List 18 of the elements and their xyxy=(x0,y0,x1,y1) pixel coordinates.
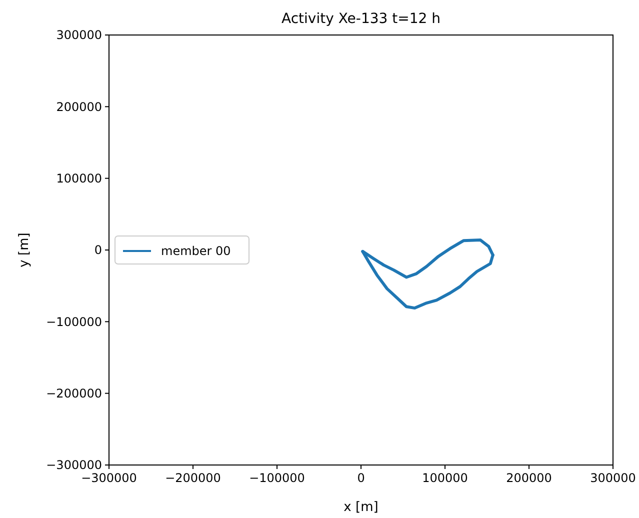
x-axis-title: x [m] xyxy=(344,500,378,515)
y-tick-label: 0 xyxy=(94,243,102,258)
x-tick-label: −200000 xyxy=(165,471,221,485)
y-tick-label: 100000 xyxy=(56,172,102,186)
x-tick-label: 200000 xyxy=(506,471,552,485)
y-axis-title: y [m] xyxy=(17,232,32,268)
x-tick-label: −300000 xyxy=(81,471,137,485)
legend-label: member 00 xyxy=(161,244,231,258)
y-tick-label: −100000 xyxy=(46,314,102,329)
x-tick-label: 0 xyxy=(357,471,365,485)
y-tick-label: −200000 xyxy=(46,386,102,401)
x-tick-label: 100000 xyxy=(422,471,468,485)
y-tick-label: 300000 xyxy=(56,28,102,42)
y-tick-label: 200000 xyxy=(56,100,102,114)
x-tick-label: 300000 xyxy=(590,471,636,485)
y-tick-label: −300000 xyxy=(46,458,102,472)
x-tick-label: −100000 xyxy=(249,471,305,485)
chart-title: Activity Xe-133 t=12 h xyxy=(282,11,440,27)
